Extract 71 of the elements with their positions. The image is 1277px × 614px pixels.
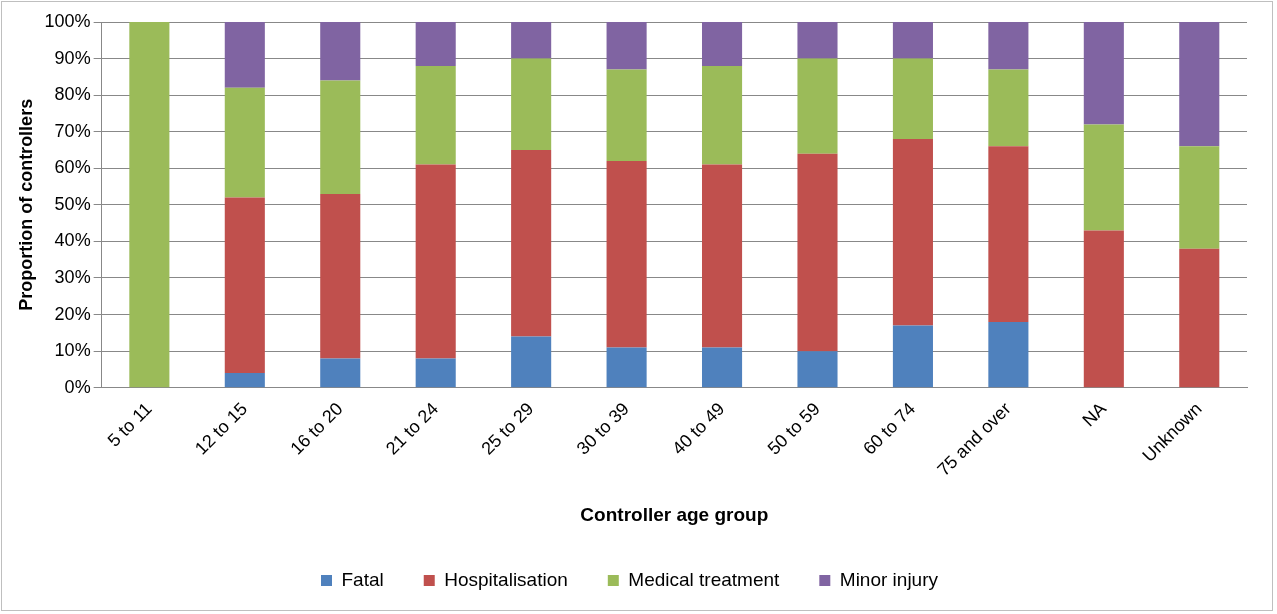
x-tick-label: 25 to 29 — [477, 398, 538, 459]
x-axis-title: Controller age group — [580, 503, 769, 525]
bar — [320, 22, 361, 81]
bar — [224, 197, 265, 374]
x-tick-label: 75 and over — [933, 398, 1015, 480]
bar — [702, 65, 743, 165]
bar — [1083, 230, 1124, 388]
y-tick-label: 60% — [54, 157, 91, 178]
bar — [1179, 146, 1220, 249]
x-tick-label: 21 to 24 — [381, 398, 443, 459]
bar — [606, 69, 647, 161]
x-tick-label: 50 to 59 — [763, 398, 824, 459]
bar — [892, 325, 933, 388]
bar — [988, 22, 1029, 70]
bar — [224, 87, 265, 198]
bar — [415, 358, 456, 388]
bar — [988, 69, 1029, 147]
y-tick-label: 100% — [44, 10, 91, 31]
bar — [511, 150, 552, 337]
x-tick-label: NA — [1078, 398, 1111, 431]
bar — [224, 373, 265, 388]
bar — [415, 164, 456, 359]
bar — [606, 347, 647, 388]
x-tick-label: 5 to 11 — [103, 398, 156, 451]
bar — [892, 139, 933, 326]
x-tick-label: 60 to 74 — [859, 398, 920, 459]
bar — [702, 347, 743, 388]
bar — [892, 22, 933, 59]
bar — [224, 22, 265, 88]
y-tick-label: 30% — [54, 266, 91, 287]
bar — [320, 358, 361, 388]
bar — [797, 153, 838, 352]
bar — [511, 22, 552, 59]
bar — [511, 336, 552, 388]
legend-label: Hospitalisation — [444, 568, 568, 590]
bar — [1179, 22, 1220, 147]
legend-label: Medical treatment — [628, 568, 781, 590]
y-tick-label: 90% — [54, 47, 91, 68]
x-tick-label: 16 to 20 — [286, 398, 347, 459]
bar — [702, 164, 743, 348]
bar — [129, 22, 170, 388]
bar — [988, 146, 1029, 322]
bar — [1179, 248, 1220, 388]
legend-label: Minor injury — [839, 568, 939, 590]
y-tick-label: 70% — [54, 120, 91, 141]
bar — [702, 22, 743, 66]
bar — [988, 321, 1029, 388]
bar — [511, 58, 552, 150]
y-tick-label: 0% — [64, 376, 91, 397]
y-axis-title: Proportion of controllers — [15, 98, 36, 311]
bar — [415, 65, 456, 165]
legend-label: Fatal — [341, 568, 384, 590]
bar — [606, 22, 647, 70]
bar — [415, 22, 456, 66]
y-tick-label: 50% — [54, 193, 91, 214]
x-tick-label: 30 to 39 — [572, 398, 633, 459]
bar — [320, 80, 361, 194]
bar — [797, 58, 838, 154]
bar — [892, 58, 933, 140]
y-tick-label: 40% — [54, 230, 91, 251]
bar — [606, 160, 647, 348]
y-tick-label: 20% — [54, 303, 91, 324]
bar — [1083, 22, 1124, 125]
y-tick-label: 10% — [54, 340, 91, 361]
x-tick-label: 12 to 15 — [191, 398, 252, 459]
bar — [1083, 124, 1124, 231]
y-tick-label: 80% — [54, 84, 91, 105]
bar — [797, 351, 838, 388]
bar — [320, 193, 361, 359]
x-tick-label: 40 to 49 — [668, 398, 729, 459]
bar — [797, 22, 838, 59]
